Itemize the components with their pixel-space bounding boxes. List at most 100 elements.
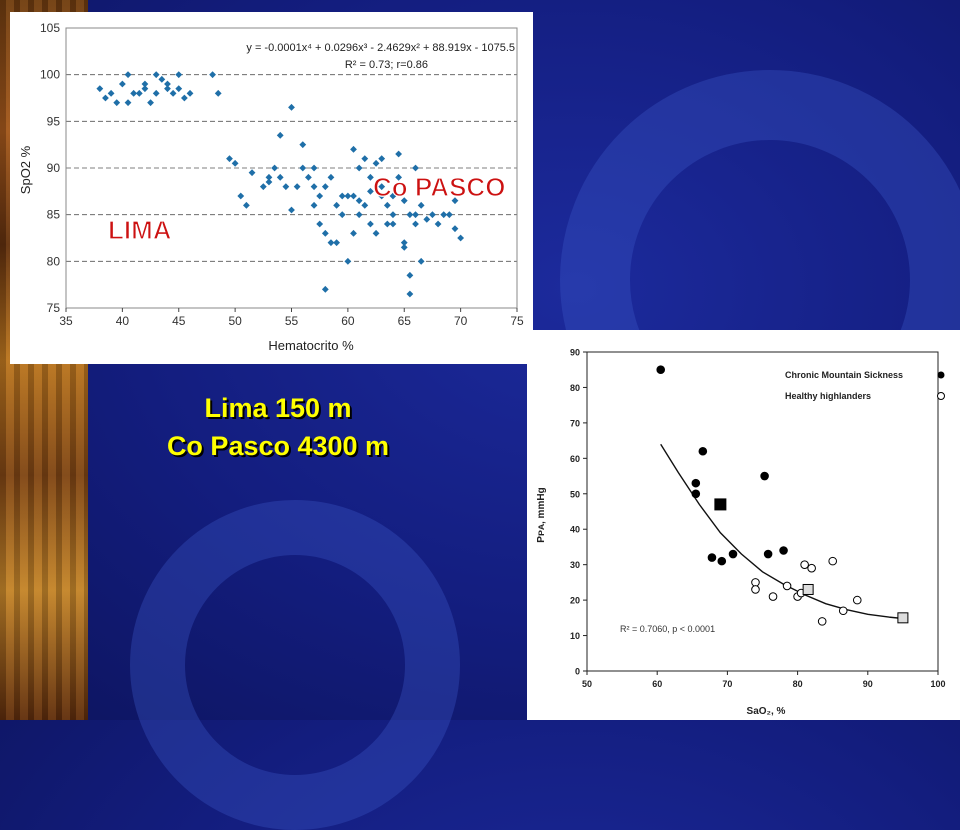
data-point bbox=[327, 173, 335, 181]
data-point bbox=[321, 285, 329, 293]
data-point bbox=[175, 85, 183, 93]
data-point bbox=[355, 164, 363, 172]
data-point bbox=[395, 173, 403, 181]
data-point bbox=[378, 183, 386, 191]
legend-entry-healthy: Healthy highlanders bbox=[785, 391, 871, 401]
data-point bbox=[378, 192, 386, 200]
legend: Chronic Mountain Sickness Healthy highla… bbox=[785, 370, 945, 401]
data-point bbox=[310, 201, 318, 209]
y-tick-label: 0 bbox=[575, 667, 580, 677]
cms-data-point bbox=[656, 365, 666, 375]
data-point bbox=[338, 192, 346, 200]
data-point bbox=[124, 71, 132, 79]
data-point bbox=[147, 99, 154, 107]
data-point bbox=[276, 173, 284, 181]
x-tick-label: 70 bbox=[454, 314, 468, 328]
y-tick-label: 90 bbox=[570, 348, 580, 358]
lima-label: LIMA bbox=[108, 215, 172, 245]
data-point bbox=[367, 187, 374, 195]
data-point bbox=[400, 239, 408, 247]
healthy-data-point bbox=[807, 563, 816, 573]
cms-data-point bbox=[779, 546, 788, 555]
data-point bbox=[305, 173, 312, 181]
data-point bbox=[355, 211, 363, 219]
cms-data-point bbox=[763, 549, 773, 559]
healthy-data-point bbox=[751, 585, 760, 594]
x-tick-label: 75 bbox=[510, 314, 524, 328]
data-point bbox=[186, 89, 194, 97]
data-point bbox=[406, 271, 414, 279]
data-point bbox=[226, 155, 233, 163]
data-point bbox=[180, 94, 188, 102]
data-point bbox=[276, 131, 284, 139]
data-point bbox=[457, 234, 465, 242]
y-tick-label: 75 bbox=[47, 301, 61, 315]
legend-entry-cms: Chronic Mountain Sickness bbox=[785, 370, 903, 380]
data-point bbox=[445, 211, 453, 219]
mean-marker-open-square bbox=[897, 612, 909, 624]
data-point bbox=[367, 173, 374, 181]
data-point bbox=[113, 99, 121, 107]
data-point bbox=[378, 155, 386, 163]
data-point bbox=[158, 75, 166, 83]
x-tick-label: 80 bbox=[793, 679, 803, 689]
x-tick-label: 70 bbox=[722, 679, 732, 689]
y-tick-label: 60 bbox=[570, 454, 580, 464]
x-tick-label: 65 bbox=[398, 314, 412, 328]
x-tick-label: 55 bbox=[285, 314, 299, 328]
data-point bbox=[310, 164, 318, 172]
data-point bbox=[214, 89, 222, 97]
data-point bbox=[237, 192, 245, 200]
data-point bbox=[152, 89, 160, 97]
data-point bbox=[400, 243, 408, 251]
hematocrit-spo2-chart: 75 80 85 90 95 100 105 35 40 45 50 55 60 65 70 75 y = -… bbox=[18, 21, 524, 353]
data-point bbox=[440, 211, 448, 219]
y-tick-label: 10 bbox=[570, 631, 580, 641]
healthy-data-point bbox=[751, 578, 760, 587]
cms-data-point bbox=[760, 471, 769, 481]
data-point bbox=[350, 192, 357, 200]
data-point bbox=[327, 239, 335, 247]
r-squared-annotation: R² = 0.7060, p < 0.0001 bbox=[620, 624, 715, 634]
y-tick-label: 30 bbox=[570, 560, 580, 570]
data-point bbox=[383, 201, 391, 209]
x-tick-label: 50 bbox=[228, 314, 242, 328]
data-point bbox=[299, 164, 307, 172]
data-point bbox=[389, 192, 397, 200]
data-point bbox=[361, 201, 369, 209]
data-point bbox=[333, 201, 340, 209]
legend-marker-filled-circle bbox=[937, 371, 945, 379]
data-point bbox=[169, 89, 177, 97]
data-point bbox=[372, 229, 380, 237]
data-point bbox=[344, 192, 352, 200]
y-tick-label: 80 bbox=[47, 254, 61, 268]
chart-panel-sao2: 0 10 20 30 40 50 60 70 80 90 50 60 70 80 90 100 Chronic… bbox=[527, 330, 960, 720]
data-point bbox=[102, 94, 109, 102]
x-tick-label: 35 bbox=[59, 314, 73, 328]
data-point bbox=[265, 178, 273, 186]
healthy-data-point bbox=[782, 581, 792, 591]
data-point bbox=[164, 80, 171, 88]
y-tick-label: 85 bbox=[47, 208, 61, 222]
data-point bbox=[383, 220, 391, 228]
y-tick-label: 70 bbox=[570, 418, 580, 428]
data-point bbox=[299, 141, 307, 149]
data-point bbox=[412, 220, 419, 228]
x-axis-label: SaO₂, % bbox=[747, 706, 786, 717]
data-point bbox=[271, 164, 278, 172]
data-point bbox=[389, 220, 397, 228]
data-point bbox=[417, 257, 425, 265]
y-axis-label: SpO2 % bbox=[18, 145, 33, 194]
data-point bbox=[316, 220, 324, 228]
data-point bbox=[259, 183, 267, 191]
data-point bbox=[124, 99, 132, 107]
data-point bbox=[316, 192, 324, 200]
data-point bbox=[417, 201, 425, 209]
data-point bbox=[350, 145, 357, 153]
data-point bbox=[395, 150, 403, 158]
cms-data-point bbox=[691, 489, 701, 499]
x-tick-label: 60 bbox=[341, 314, 355, 328]
data-point bbox=[434, 220, 442, 228]
healthy-data-point bbox=[800, 560, 809, 569]
cms-data-point bbox=[717, 556, 727, 566]
